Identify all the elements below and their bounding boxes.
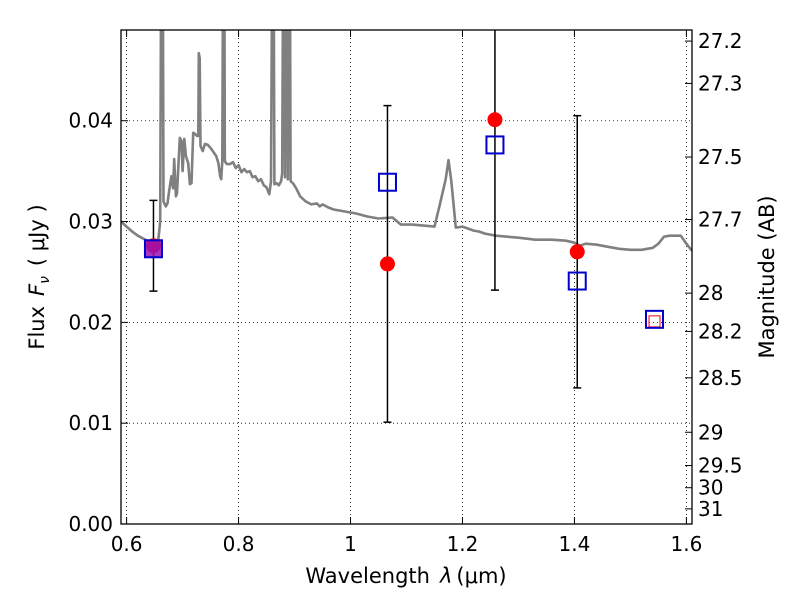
- y2-tick-label: 28.2: [698, 319, 743, 343]
- x-axis-label-symbol: λ: [439, 564, 452, 588]
- observed-point-marker: [569, 244, 585, 260]
- y-tick-label: 0.03: [68, 210, 113, 234]
- plot-frame: [120, 29, 693, 525]
- synthetic-point-marker: [143, 239, 163, 259]
- x-axis-label: Wavelength λ (μm): [305, 564, 506, 588]
- y2-tick-label: 27.5: [698, 145, 743, 169]
- x-axis-label-unit: (μm): [456, 564, 506, 588]
- synthetic-point-marker: [644, 309, 664, 329]
- synthetic-point-marker: [377, 172, 397, 192]
- x-tick-label: 0.6: [111, 532, 143, 556]
- observed-point-marker: [487, 112, 503, 128]
- y2-tick-label: 30: [698, 476, 723, 500]
- y-axis-label-subscript: ν: [37, 276, 53, 284]
- y2-tick-label: 27.7: [698, 208, 743, 232]
- x-tick-label: 1.2: [447, 532, 479, 556]
- y-tick-label: 0.00: [68, 512, 113, 536]
- y2-tick-label: 31: [698, 497, 723, 521]
- y-tick-label: 0.01: [68, 411, 113, 435]
- y-axis-label-unit: ( μJy ): [25, 204, 49, 266]
- x-axis-label-prefix: Wavelength: [305, 564, 430, 588]
- y2-tick-label: 27.3: [698, 71, 743, 95]
- synthetic-point-marker: [485, 135, 505, 155]
- axis-ticks: 0.6 0.8 1 1.2 1.4 1.6 0.00 0.01 0.02 0.03 0.04 27.2…: [68, 29, 742, 556]
- y-axis-label-prefix: Flux: [25, 306, 49, 350]
- x-tick-label: 1.4: [559, 532, 591, 556]
- x-tick-label: 0.8: [223, 532, 255, 556]
- y-tick-label: 0.02: [68, 310, 113, 334]
- plot-area: [121, 30, 692, 423]
- x-tick-label: 1: [344, 532, 357, 556]
- y2-tick-label: 29.5: [698, 454, 743, 478]
- y-axis-label-symbol: F: [25, 283, 49, 296]
- synthetic-point-marker: [567, 271, 587, 291]
- y2-tick-label: 27.2: [698, 29, 743, 53]
- y-tick-label: 0.04: [68, 109, 113, 133]
- y2-axis-label: Magnitude (AB): [755, 195, 779, 358]
- y2-tick-label: 29: [698, 420, 723, 444]
- observed-point-marker: [379, 256, 395, 272]
- y-axis-label: Flux Fν ( μJy ): [25, 204, 53, 349]
- x-tick-label: 1.6: [670, 532, 702, 556]
- y2-tick-label: 28: [698, 281, 723, 305]
- y2-tick-label: 28.5: [698, 366, 743, 390]
- model-spectrum-line: [121, 30, 692, 252]
